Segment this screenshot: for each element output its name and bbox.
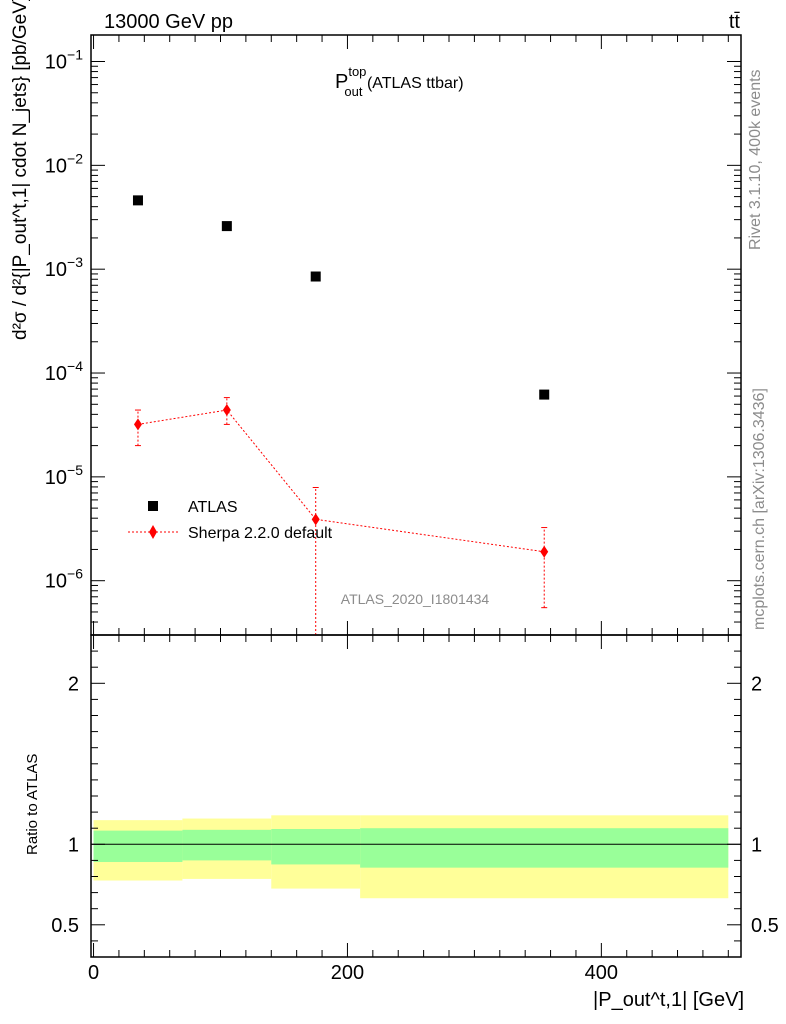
y-tick-label-exp: −3 (67, 254, 83, 270)
plot-title-suffix: (ATLAS ttbar) (363, 75, 464, 92)
data-point (310, 271, 321, 282)
y-tick-label-exp: −6 (67, 566, 83, 582)
y-tick-label-base: 10 (45, 467, 67, 489)
ratio-y-tick-label-right: 1 (751, 834, 762, 856)
y-tick-label-exp: −5 (67, 462, 83, 478)
inner-band-bin (182, 829, 272, 861)
x-tick-label: 400 (585, 962, 618, 984)
x-tick-label: 200 (331, 962, 364, 984)
mc-line (137, 409, 545, 553)
mc-point (133, 418, 142, 431)
legend-mc-label: Sherpa 2.2.0 default (188, 525, 333, 542)
y-tick-label-exp: −4 (67, 358, 83, 374)
y-tick-label-exp: −1 (67, 47, 83, 63)
plot-title: Ptop out (ATLAS ttbar) (335, 64, 464, 99)
process-label: tt̄ (729, 11, 741, 33)
y-tick-label: 10−4 (45, 358, 83, 385)
y-tick-label-base: 10 (45, 155, 67, 177)
legend-mc-marker (149, 525, 157, 539)
data-point (132, 195, 143, 206)
mc-point (311, 513, 320, 526)
plot-title-main: P (335, 71, 348, 93)
data-point (221, 221, 232, 232)
y-tick-label-base: 10 (45, 571, 67, 593)
y-axis-label: d²σ / d²{|P_out^t,1| cdot N_jets} [pb/Ge… (10, 0, 31, 340)
ratio-axis-label: Ratio to ATLAS (24, 754, 41, 855)
rivet-label: Rivet 3.1.10, 400k events (747, 69, 764, 250)
mcplots-label: mcplots.cern.ch [arXiv:1306.3436] (751, 388, 768, 630)
mc-point (222, 404, 231, 417)
y-tick-label-exp: −2 (67, 150, 83, 166)
y-tick-label: 10−1 (45, 47, 83, 74)
legend-data-marker (148, 501, 158, 511)
x-axis-label: |P_out^t,1| [GeV] (593, 989, 744, 1011)
ratio-y-tick-label: 2 (68, 673, 79, 695)
ratio-panel: 0.5 0.5 1 1 2 2 0 200 400 (51, 634, 779, 984)
ratio-y-tick-label: 1 (68, 834, 79, 856)
y-tick-label-base: 10 (45, 259, 67, 281)
energy-label: 13000 GeV pp (104, 11, 233, 33)
main-panel: 10−610−510−410−310−210−1 (45, 34, 742, 636)
data-point (539, 389, 550, 400)
analysis-id: ATLAS_2020_I1801434 (341, 591, 490, 607)
y-tick-label: 10−3 (45, 254, 83, 281)
y-tick-label: 10−6 (45, 566, 83, 593)
ratio-frame (90, 634, 742, 958)
inner-band-bin (360, 828, 729, 868)
ratio-y-tick-label-right: 0.5 (751, 915, 779, 937)
plot-title-sub: out (344, 84, 362, 99)
y-tick-label-base: 10 (45, 363, 67, 385)
y-tick-label: 10−2 (45, 150, 83, 177)
legend: ATLAS Sherpa 2.2.0 default (128, 499, 333, 542)
legend-data-label: ATLAS (188, 499, 238, 516)
plot-title-sup: top (348, 64, 366, 79)
inner-band-bin (93, 830, 183, 863)
inner-band-bin (271, 829, 361, 865)
mc-point (540, 545, 549, 558)
x-tick-label: 0 (88, 962, 99, 984)
main-frame (90, 34, 742, 636)
ratio-y-tick-label-right: 2 (751, 673, 762, 695)
y-tick-label: 10−5 (45, 462, 83, 489)
y-tick-label-base: 10 (45, 52, 67, 74)
ratio-y-tick-label: 0.5 (51, 915, 79, 937)
